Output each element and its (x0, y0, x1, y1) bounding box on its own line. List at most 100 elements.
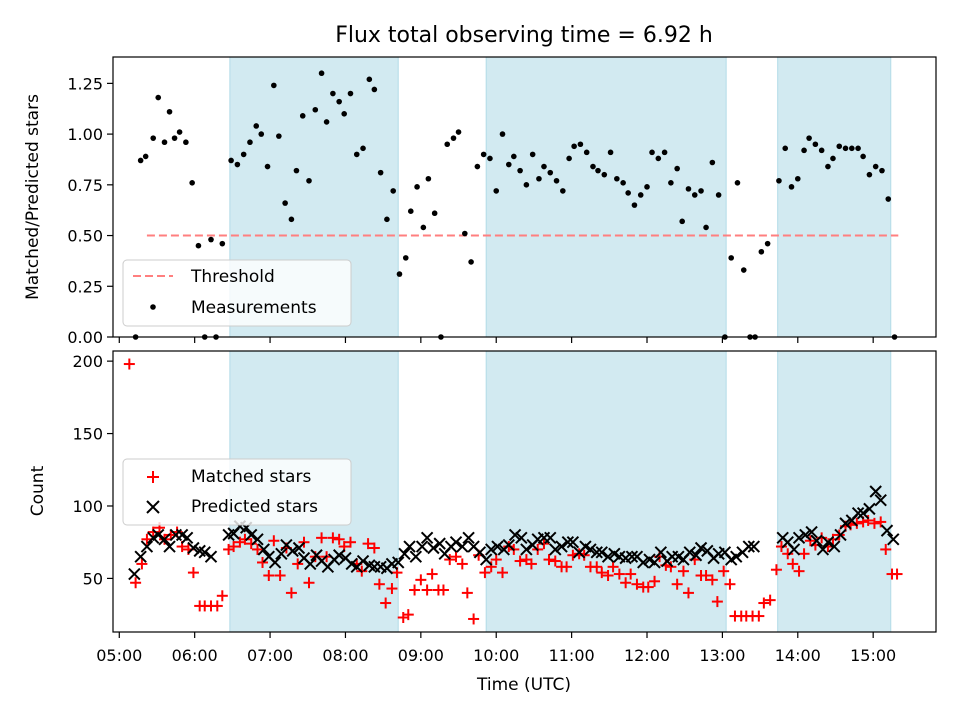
measurement-point (137, 157, 144, 164)
matched-point (421, 584, 433, 596)
predicted-point (128, 567, 141, 581)
predicted-point (839, 517, 852, 530)
matched-point (700, 570, 712, 582)
measurement-point (414, 184, 420, 190)
predicted-point (268, 556, 282, 569)
measurement-point (208, 236, 214, 243)
measurement-point (668, 179, 674, 186)
matched-point (549, 555, 561, 567)
predicted-point (204, 550, 218, 563)
predicted-point (561, 535, 575, 549)
matched-point (613, 568, 625, 580)
measurement-point (323, 119, 330, 125)
matched-point (147, 526, 159, 538)
matched-point (316, 532, 328, 544)
matched-point (187, 567, 199, 579)
matched-point (274, 570, 286, 582)
measurement-point (758, 248, 765, 255)
matched-point (607, 561, 619, 573)
measurement-point (240, 151, 247, 158)
measurement-point (560, 188, 566, 194)
matched-point (665, 561, 677, 573)
measurement-point (649, 149, 655, 156)
measurement-point (595, 167, 601, 174)
matched-point (578, 549, 590, 561)
predicted-point (456, 540, 469, 553)
matched-point (711, 596, 723, 608)
predicted-point (433, 537, 446, 550)
predicted-point (484, 543, 498, 556)
predicted-point (792, 531, 806, 545)
matched-point (497, 567, 509, 579)
measurement-point (258, 131, 265, 137)
measurement-point (219, 240, 226, 247)
predicted-point (462, 531, 475, 545)
matched-legend-marker (147, 471, 159, 483)
measurement-point (607, 149, 614, 156)
predicted-point (887, 533, 900, 546)
measurement-point (161, 139, 168, 146)
measurement-point (794, 175, 801, 182)
matched-point (479, 567, 491, 579)
x-tick-label: 10:00 (473, 646, 519, 665)
measurement-point (474, 163, 481, 170)
ratio-panel: 0.00 0.25 0.50 0.75 1.00 1.25 Matched/Predict… (23, 56, 937, 347)
predicted-point (502, 538, 516, 552)
measurement-point (740, 267, 747, 273)
matched-point (538, 538, 550, 550)
threshold-legend-label: Threshold (190, 267, 275, 287)
measurement-point (299, 113, 306, 119)
predicted-point (198, 546, 211, 559)
measurement-point (879, 167, 885, 174)
matched-point (625, 568, 637, 580)
predicted-point (515, 531, 528, 545)
measurement-point (825, 163, 831, 170)
measurement-point (347, 90, 354, 97)
measurement-point (553, 177, 560, 184)
measurement-point (661, 149, 668, 156)
predicted-point (415, 540, 429, 553)
matched-point (724, 578, 736, 590)
measurement-point (685, 186, 692, 192)
measurement-point (312, 106, 319, 113)
matched-point (706, 574, 718, 586)
x-tick-label: 12:00 (624, 646, 670, 665)
predicted-point (810, 534, 823, 547)
measurement-point (264, 163, 271, 170)
measurement-point (341, 111, 347, 117)
matched-point (880, 543, 892, 555)
measurement-point (830, 155, 836, 162)
predicted-point (683, 546, 696, 559)
matched-point (543, 554, 555, 566)
predicted-point (292, 541, 306, 555)
predicted-point (286, 544, 299, 558)
predicted-point (805, 525, 818, 539)
measurement-point (455, 129, 462, 135)
matched-point (631, 578, 643, 590)
matched-point (263, 570, 275, 582)
predicted-point (479, 553, 493, 566)
predicted-point (694, 541, 708, 555)
predicted-point (648, 556, 661, 569)
matched-point (333, 533, 345, 545)
measurement-point (776, 177, 782, 184)
measurement-point (691, 192, 698, 198)
matched-point (770, 564, 782, 576)
measurement-point (536, 175, 542, 182)
measurement-point (493, 188, 500, 194)
matched-point (525, 558, 537, 570)
measurement-point (801, 147, 807, 154)
matched-point (891, 568, 903, 580)
measurement-point (166, 108, 173, 115)
predicted-point (409, 550, 423, 563)
matched-point (415, 574, 427, 586)
predicted-point (654, 546, 668, 559)
matched-point (875, 516, 887, 528)
measurement-point (842, 145, 849, 152)
measurement-point (142, 153, 149, 160)
x-tick-label: 07:00 (247, 646, 293, 665)
x-tick-label: 14:00 (775, 646, 821, 665)
measurement-point (155, 94, 162, 101)
measurement-point (620, 179, 626, 186)
